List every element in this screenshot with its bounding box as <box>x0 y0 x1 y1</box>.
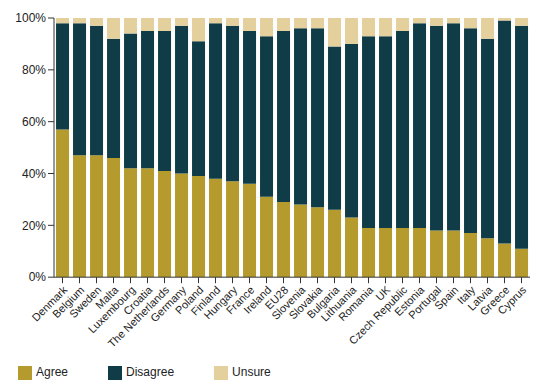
svg-text:Denmark: Denmark <box>29 283 70 324</box>
svg-text:The Netherlands: The Netherlands <box>105 283 172 350</box>
svg-text:100%: 100% <box>15 11 46 25</box>
svg-text:Romania: Romania <box>335 283 376 324</box>
svg-text:Portugal: Portugal <box>406 283 444 322</box>
svg-text:France: France <box>223 283 257 317</box>
html-text:Agree: Agree <box>36 365 68 380</box>
svg-text:Sweden: Sweden <box>66 283 104 321</box>
svg-text:Greece: Greece <box>477 283 512 318</box>
svg-text:Luxembourg: Luxembourg <box>85 283 138 336</box>
svg-text:EU28: EU28 <box>262 283 291 312</box>
svg-text:Lithuania: Lithuania <box>318 283 359 324</box>
html-text:Unsure: Unsure <box>232 365 271 380</box>
svg-text:Czech Republic: Czech Republic <box>346 283 410 347</box>
svg-text:Ireland: Ireland <box>241 283 274 316</box>
svg-text:Spain: Spain <box>432 283 461 312</box>
svg-text:Slovenia: Slovenia <box>269 283 308 322</box>
svg-text:Estonia: Estonia <box>392 283 427 319</box>
svg-text:Slovakia: Slovakia <box>286 283 325 322</box>
svg-text:Italy: Italy <box>454 283 478 307</box>
svg-text:Finland: Finland <box>188 283 223 318</box>
svg-text:Latvia: Latvia <box>465 283 495 313</box>
svg-text:Bulgaria: Bulgaria <box>304 283 342 321</box>
svg-text:40%: 40% <box>22 167 46 181</box>
svg-text:Croatia: Croatia <box>120 283 155 318</box>
svg-text:Belgium: Belgium <box>49 283 87 321</box>
svg-text:20%: 20% <box>22 219 46 233</box>
svg-text:80%: 80% <box>22 63 46 77</box>
svg-text:Cyprus: Cyprus <box>495 283 528 316</box>
svg-text:Poland: Poland <box>172 283 206 317</box>
html-text:Disagree: Disagree <box>126 365 175 380</box>
svg-text:Hungary: Hungary <box>201 283 240 322</box>
svg-text:Germany: Germany <box>148 283 189 325</box>
svg-text:Malta: Malta <box>92 283 121 312</box>
svg-text:60%: 60% <box>22 115 46 129</box>
svg-text:UK: UK <box>373 283 393 303</box>
svg-text:0%: 0% <box>29 270 47 284</box>
